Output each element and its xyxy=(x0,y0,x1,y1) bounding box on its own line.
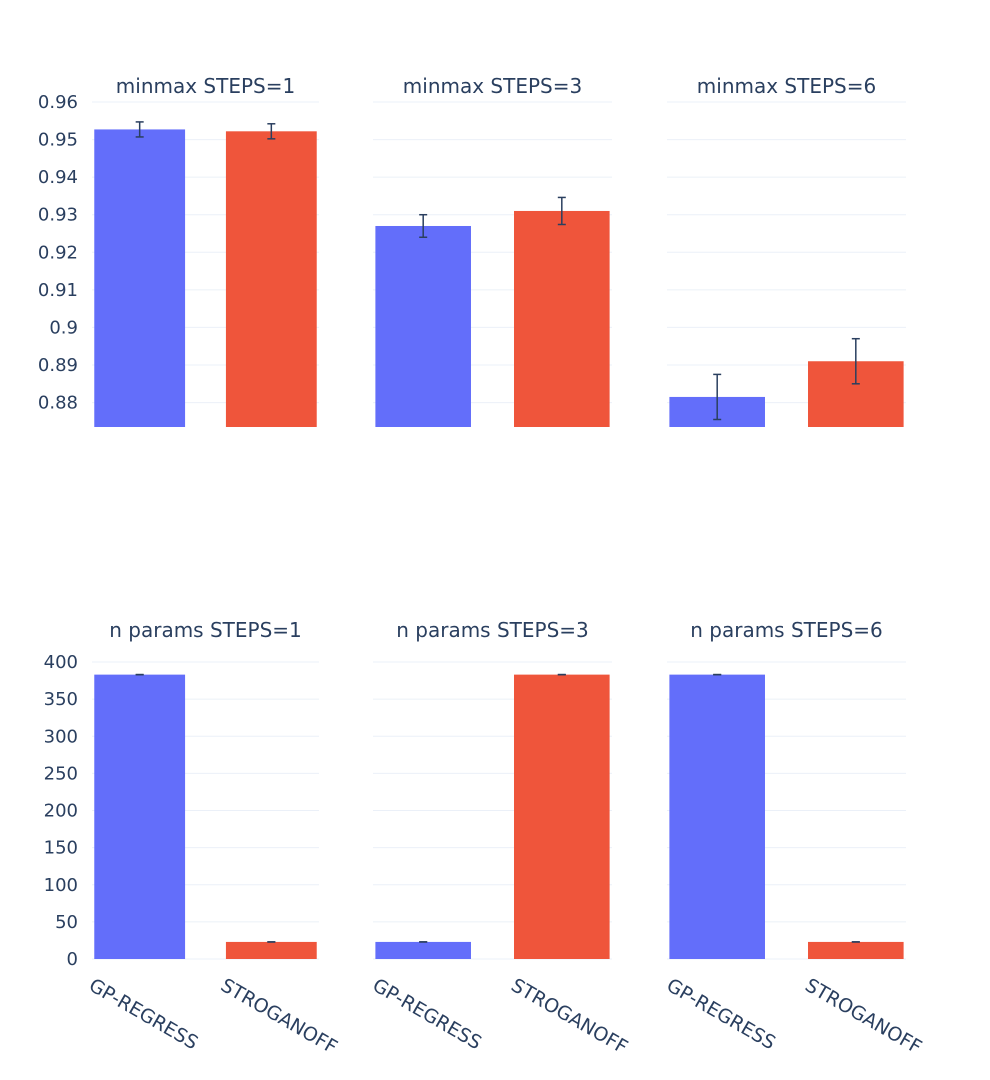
bar-stroganoff xyxy=(225,941,317,959)
bar-stroganoff xyxy=(514,674,610,959)
panel-title: minmax STEPS=3 xyxy=(403,74,582,98)
y-tick-label: 350 xyxy=(44,689,78,710)
y-tick-label: 0.88 xyxy=(38,393,78,414)
bar-stroganoff xyxy=(808,941,904,959)
x-tick-label: GP-REGRESS xyxy=(663,974,780,1054)
y-tick-label: 0.96 xyxy=(38,92,78,113)
bar-stroganoff xyxy=(225,131,317,428)
bar-gp-regress xyxy=(375,225,471,427)
bar-gp-regress xyxy=(375,941,471,959)
panel-title: n params STEPS=3 xyxy=(396,618,589,642)
y-tick-label: 150 xyxy=(44,838,78,859)
bar-gp-regress xyxy=(669,674,765,959)
panel-title: n params STEPS=6 xyxy=(690,618,883,642)
y-tick-label: 50 xyxy=(55,912,78,933)
panel-title: minmax STEPS=1 xyxy=(116,74,295,98)
y-tick-label: 0 xyxy=(67,949,78,970)
x-tick-label: GP-REGRESS xyxy=(85,974,202,1054)
panel-title: n params STEPS=1 xyxy=(109,618,302,642)
y-tick-label: 200 xyxy=(44,801,78,822)
y-tick-label: 400 xyxy=(44,652,78,673)
y-tick-label: 100 xyxy=(44,875,78,896)
bar-stroganoff xyxy=(514,210,610,427)
y-tick-label: 0.92 xyxy=(38,242,78,263)
y-tick-label: 250 xyxy=(44,763,78,784)
y-tick-label: 0.94 xyxy=(38,167,78,188)
y-tick-label: 0.91 xyxy=(38,280,78,301)
x-tick-label: STROGANOFF xyxy=(217,974,341,1058)
panel-title: minmax STEPS=6 xyxy=(697,74,876,98)
bar-gp-regress xyxy=(94,674,186,959)
y-tick-label: 0.93 xyxy=(38,205,78,226)
y-tick-label: 300 xyxy=(44,726,78,747)
x-tick-label: STROGANOFF xyxy=(507,974,631,1058)
bar-gp-regress xyxy=(94,129,186,428)
x-tick-label: STROGANOFF xyxy=(801,974,925,1058)
y-tick-label: 0.95 xyxy=(38,130,78,151)
y-tick-label: 0.89 xyxy=(38,355,78,376)
y-tick-label: 0.9 xyxy=(49,317,78,338)
x-tick-label: GP-REGRESS xyxy=(369,974,486,1054)
